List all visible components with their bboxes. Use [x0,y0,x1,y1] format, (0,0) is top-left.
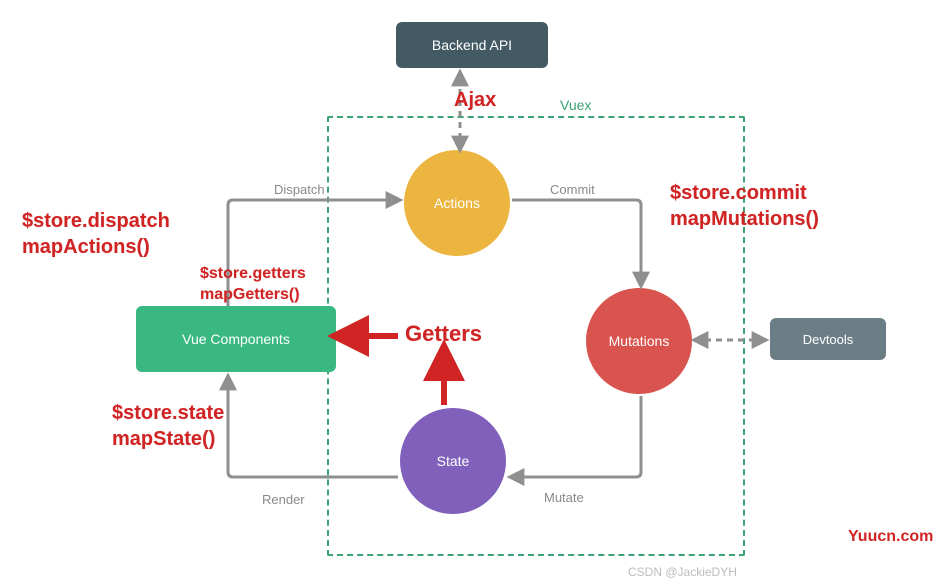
getters-note-annotation: $store.getters mapGetters() [200,264,306,306]
backend-api-label: Backend API [432,37,512,53]
mutations-label: Mutations [609,333,670,349]
commit-annotation: $store.commit mapMutations() [670,180,819,232]
mutations-node: Mutations [586,288,692,394]
state-label: State [437,453,470,469]
ajax-annotation: Ajax [454,87,496,113]
state-node: State [400,408,506,514]
backend-api-node: Backend API [396,22,548,68]
getters-label-annotation: Getters [405,320,482,349]
yuucn-watermark: Yuucn.com [848,528,933,546]
dispatch-annotation-line2: mapActions() [22,234,170,260]
commit-annotation-line2: mapMutations() [670,206,819,232]
dispatch-edge-label: Dispatch [274,182,325,197]
getters-note-line1: $store.getters [200,264,306,285]
getters-note-line2: mapGetters() [200,285,306,306]
mutate-edge-label: Mutate [544,490,584,505]
state-note-annotation: $store.state mapState() [112,400,224,452]
devtools-label: Devtools [803,332,854,347]
csdn-watermark: CSDN @JackieDYH [628,565,737,579]
commit-edge-label: Commit [550,182,595,197]
dispatch-annotation-line1: $store.dispatch [22,208,170,234]
vuex-label: Vuex [560,97,591,113]
state-note-line2: mapState() [112,426,224,452]
actions-node: Actions [404,150,510,256]
vue-components-node: Vue Components [136,306,336,372]
render-edge-label: Render [262,492,305,507]
state-note-line1: $store.state [112,400,224,426]
actions-label: Actions [434,195,480,211]
commit-annotation-line1: $store.commit [670,180,819,206]
vue-components-label: Vue Components [182,331,290,347]
devtools-node: Devtools [770,318,886,360]
dispatch-annotation: $store.dispatch mapActions() [22,208,170,260]
